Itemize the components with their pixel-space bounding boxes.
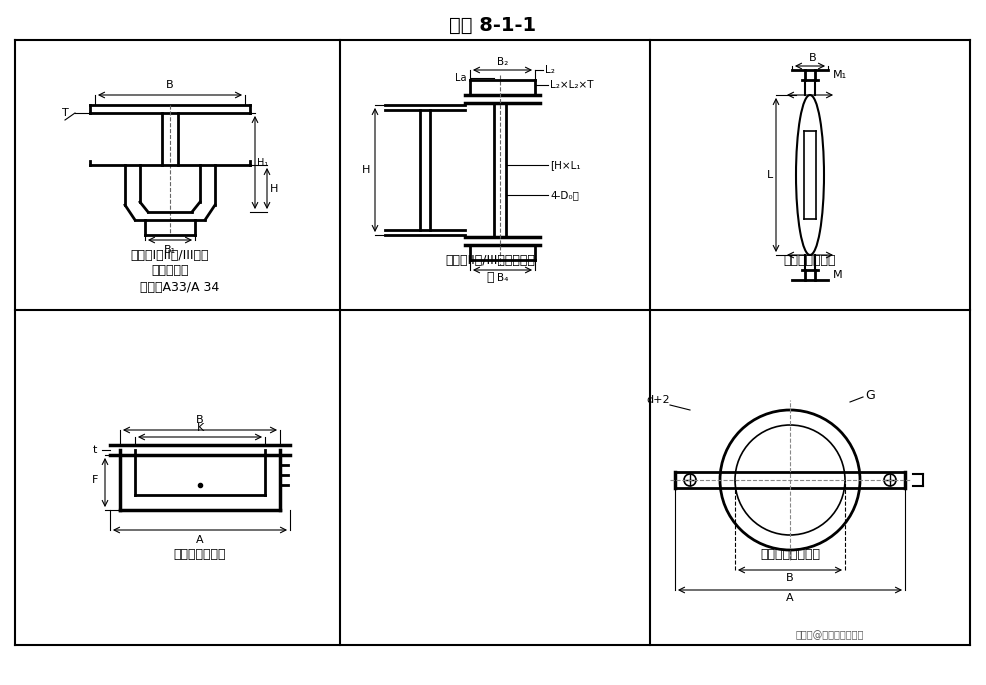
Text: F: F (92, 475, 99, 485)
Text: K: K (196, 423, 204, 433)
Text: 轮（支）架: 轮（支）架 (151, 264, 188, 277)
Text: t: t (93, 445, 98, 455)
Text: L: L (767, 170, 773, 180)
Text: 续表 8-1-1: 续表 8-1-1 (450, 16, 536, 34)
Text: La: La (456, 73, 467, 83)
Text: B: B (810, 53, 816, 63)
Text: B₄: B₄ (497, 273, 508, 283)
Text: B₁: B₁ (164, 245, 176, 255)
Text: B: B (167, 80, 174, 90)
Text: B: B (196, 415, 204, 425)
Text: 架: 架 (486, 271, 494, 284)
Text: d+2: d+2 (647, 395, 670, 405)
Text: B₂: B₂ (497, 57, 508, 67)
Text: A: A (196, 535, 204, 545)
Text: H₁: H₁ (257, 158, 268, 168)
Text: 搜狐号@简繁管道有话说: 搜狐号@简繁管道有话说 (796, 630, 864, 640)
Text: M₁: M₁ (833, 70, 847, 80)
Text: T: T (61, 108, 68, 118)
Text: G: G (865, 388, 875, 401)
Text: B: B (786, 573, 794, 583)
Text: 名称：专用导向夹: 名称：专用导向夹 (760, 549, 820, 562)
Text: H: H (270, 184, 278, 193)
Text: H: H (362, 165, 370, 175)
Text: A: A (786, 593, 794, 603)
Text: M: M (833, 270, 843, 280)
Text: 名称：扁钢吊耳: 名称：扁钢吊耳 (174, 549, 226, 562)
Text: [H×L₁: [H×L₁ (550, 160, 581, 170)
Text: 图号：A33/A 34: 图号：A33/A 34 (140, 280, 219, 293)
Text: L₂×L₂×T: L₂×L₂×T (550, 80, 594, 90)
Text: 4-D₀孔: 4-D₀孔 (550, 190, 579, 200)
Text: L₂: L₂ (545, 65, 555, 75)
Text: 名称：松紧螺母: 名称：松紧螺母 (784, 253, 836, 266)
Text: 名称：II型/III型滚轮搁置: 名称：II型/III型滚轮搁置 (445, 253, 535, 266)
Text: 名称：I、II型/III型滚: 名称：I、II型/III型滚 (131, 249, 209, 262)
